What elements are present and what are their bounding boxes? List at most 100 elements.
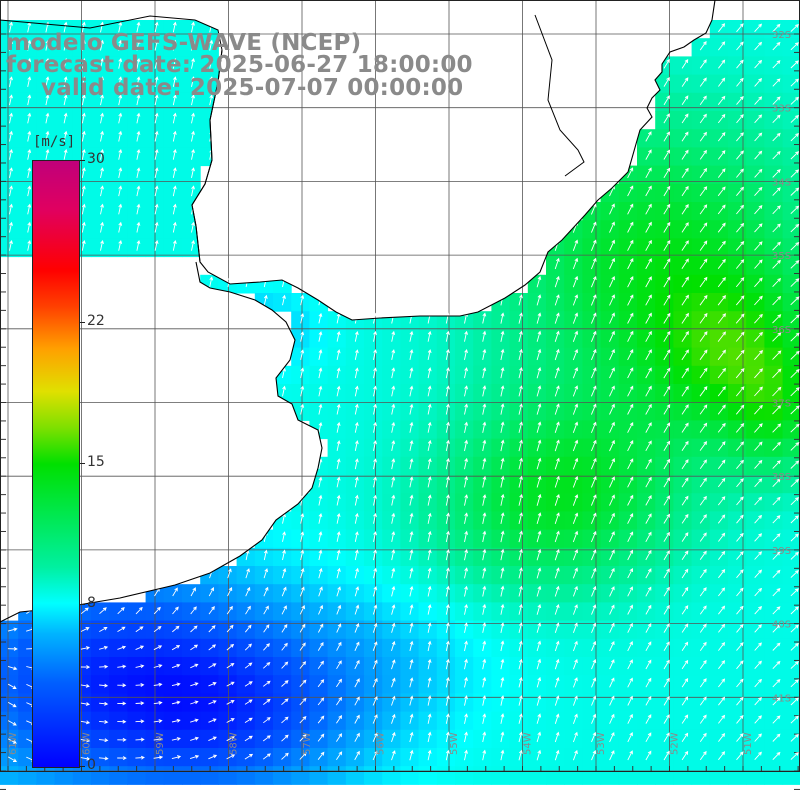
wind-arrow [191, 112, 195, 124]
wind-arrow [354, 714, 360, 724]
wind-speed-cell [418, 602, 438, 622]
wind-arrow [427, 549, 432, 561]
wind-arrow [536, 512, 542, 525]
wind-speed-cell [564, 602, 583, 622]
wind-speed-cell [564, 620, 583, 640]
wind-speed-cell [436, 729, 456, 749]
wind-arrow [208, 700, 217, 705]
wind-arrow [681, 696, 689, 706]
wind-speed-cell [327, 329, 347, 349]
wind-arrow [100, 130, 104, 142]
wind-arrow [500, 475, 505, 488]
wind-speed-cell [364, 657, 383, 676]
latitude-label: 34S [772, 177, 791, 188]
wind-speed-cell [564, 438, 583, 458]
wind-speed-cell [382, 657, 401, 676]
wind-arrow [117, 607, 125, 615]
wind-speed-cell [673, 420, 693, 440]
wind-arrow [536, 294, 542, 306]
wind-speed-cell [0, 74, 19, 94]
wind-arrow [790, 387, 800, 397]
wind-arrow [263, 586, 269, 597]
wind-speed-cell [54, 38, 74, 57]
wind-speed-cell [546, 475, 565, 494]
wind-speed-cell [655, 456, 674, 476]
wind-speed-cell [327, 638, 347, 658]
wind-arrow [172, 94, 177, 106]
wind-speed-cell [182, 92, 201, 112]
wind-speed-cell [564, 566, 583, 585]
wind-arrow [718, 641, 726, 651]
wind-arrow [681, 440, 689, 451]
wind-arrow [209, 276, 214, 288]
wind-arrow [554, 475, 560, 488]
wind-arrow [318, 512, 323, 524]
wind-speed-cell [509, 638, 529, 658]
wind-speed-cell [273, 602, 292, 622]
wind-speed-cell [345, 438, 365, 458]
wind-speed-cell [691, 402, 711, 421]
wind-arrow [518, 493, 523, 506]
wind-speed-cell [473, 547, 492, 567]
wind-speed-cell [364, 347, 383, 367]
wind-arrow [299, 642, 306, 651]
wind-arrow [373, 549, 377, 561]
wind-arrow [136, 76, 141, 87]
wind-arrow [718, 714, 726, 724]
wind-arrow [717, 441, 726, 451]
wind-speed-cell [91, 238, 110, 258]
wind-arrow [191, 21, 195, 33]
wind-speed-cell [618, 547, 638, 567]
wind-arrow [373, 476, 377, 488]
wind-speed-cell [782, 766, 800, 785]
wind-speed-cell [382, 329, 401, 349]
wind-speed-cell [527, 711, 547, 731]
wind-arrow [772, 679, 781, 688]
wind-speed-cell [527, 729, 547, 749]
wind-arrow [445, 476, 450, 488]
wind-speed-cell [491, 529, 511, 549]
wind-speed-cell [746, 256, 765, 276]
wind-speed-cell [709, 129, 729, 148]
wind-arrow [445, 695, 450, 706]
wind-arrow [482, 749, 487, 761]
wind-speed-cell [527, 438, 547, 458]
wind-arrow [735, 331, 745, 342]
wind-speed-cell [764, 566, 784, 585]
wind-speed-cell [327, 566, 347, 585]
wind-arrow [663, 568, 670, 579]
wind-arrow [300, 367, 305, 379]
wind-speed-cell [254, 547, 274, 567]
wind-speed-cell [0, 638, 19, 658]
wind-speed-cell [473, 657, 492, 676]
wind-arrow [464, 512, 469, 524]
wind-arrow [536, 585, 542, 597]
wind-speed-cell [691, 729, 711, 749]
longitude-label: 58W [229, 732, 240, 755]
wind-arrow [117, 719, 127, 724]
wind-arrow [136, 39, 141, 51]
wind-speed-cell [546, 511, 565, 531]
wind-arrow [790, 442, 800, 451]
wind-arrow [554, 421, 560, 433]
wind-speed-cell [36, 74, 56, 94]
wind-arrow [790, 187, 800, 196]
wind-arrow [500, 567, 505, 579]
wind-arrow [736, 168, 744, 178]
wind-arrow [299, 679, 307, 688]
wind-speed-cell [782, 657, 800, 676]
wind-arrow [717, 496, 726, 506]
wind-arrow [373, 531, 377, 542]
wind-speed-cell [473, 602, 492, 622]
wind-arrow [790, 205, 800, 215]
wind-arrow [790, 423, 800, 433]
wind-speed-cell [691, 748, 711, 767]
wind-arrow [790, 60, 799, 69]
wind-speed-cell [273, 675, 292, 694]
wind-arrow [226, 605, 233, 615]
wind-speed-cell [91, 92, 110, 112]
wind-speed-cell [436, 693, 456, 713]
wind-speed-cell [327, 766, 347, 785]
wind-arrow [171, 682, 181, 687]
